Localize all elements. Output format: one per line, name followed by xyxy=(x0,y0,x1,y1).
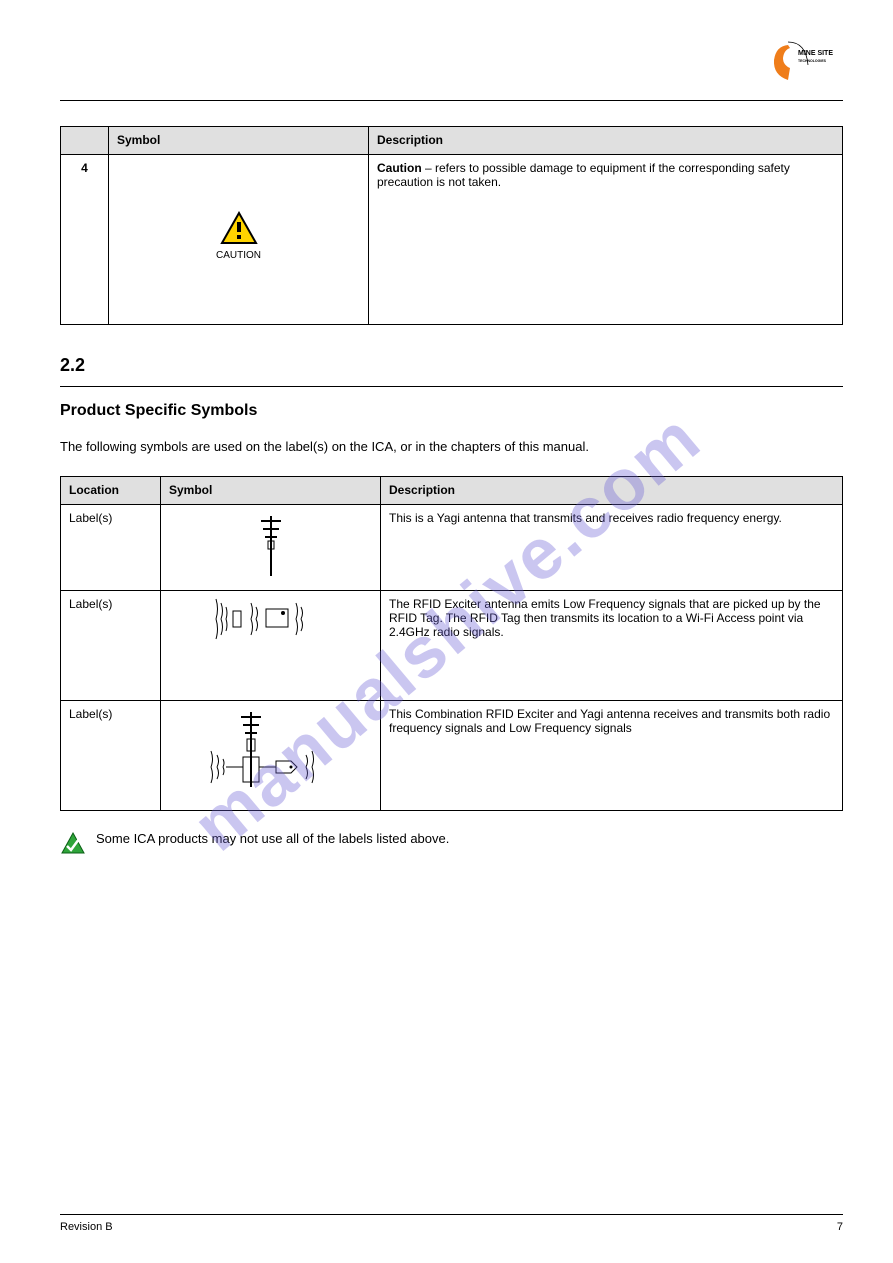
table-header-row: Symbol Description xyxy=(61,127,843,155)
header: MINE SITE TECHNOLOGIES xyxy=(60,40,843,100)
footer-right: 7 xyxy=(837,1221,843,1233)
location-cell: Label(s) xyxy=(61,505,161,591)
description-cell: This Combination RFID Exciter and Yagi a… xyxy=(381,701,843,811)
logo-text-top: MINE SITE xyxy=(798,50,833,57)
section-intro: The following symbols are used on the la… xyxy=(60,438,843,456)
product-symbol-table: Location Symbol Description Label(s) Thi… xyxy=(60,476,843,811)
description-cell: The RFID Exciter antenna emits Low Frequ… xyxy=(381,591,843,701)
yagi-antenna-icon xyxy=(251,511,291,581)
safety-symbol-table: Symbol Description 4 CAUTION Caution – r… xyxy=(60,126,843,325)
caution-icon: CAUTION xyxy=(216,211,261,261)
page: manualshive.com MINE SITE TECHNOLOGIES S… xyxy=(0,0,893,1263)
brand-logo: MINE SITE TECHNOLOGIES xyxy=(768,40,843,85)
footer-left: Revision B xyxy=(60,1221,113,1233)
tip-note: Some ICA products may not use all of the… xyxy=(60,831,843,858)
logo-text-bottom: TECHNOLOGIES xyxy=(798,59,827,63)
description-cell: Caution – refers to possible damage to e… xyxy=(369,155,843,325)
location-cell: Label(s) xyxy=(61,591,161,701)
table-row: Label(s) xyxy=(61,701,843,811)
row-number: 4 xyxy=(61,155,109,325)
description-cell: This is a Yagi antenna that transmits an… xyxy=(381,505,843,591)
table-row: 4 CAUTION Caution – refers to possible d… xyxy=(61,155,843,325)
table-row: Label(s) xyxy=(61,591,843,701)
rfid-exciter-icon xyxy=(211,597,331,642)
combo-antenna-icon xyxy=(191,707,351,797)
desc-lead: Caution xyxy=(377,161,422,175)
check-icon xyxy=(60,831,86,858)
location-cell: Label(s) xyxy=(61,701,161,811)
footer-rule xyxy=(60,1214,843,1215)
section-title: Product Specific Symbols xyxy=(60,402,843,420)
tip-text: Some ICA products may not use all of the… xyxy=(96,831,449,846)
col-header-description: Description xyxy=(369,127,843,155)
table-row: Label(s) This is a Yagi antenna that tra… xyxy=(61,505,843,591)
symbol-cell xyxy=(161,591,381,701)
desc-body: – refers to possible damage to equipment… xyxy=(377,161,790,189)
section-number: 2.2 xyxy=(60,355,843,376)
symbol-cell xyxy=(161,701,381,811)
caution-label: CAUTION xyxy=(216,250,261,261)
col-header-blank xyxy=(61,127,109,155)
col-header-symbol: Symbol xyxy=(161,477,381,505)
col-header-location: Location xyxy=(61,477,161,505)
section-rule xyxy=(60,386,843,387)
symbol-cell: CAUTION xyxy=(109,155,369,325)
symbol-cell xyxy=(161,505,381,591)
col-header-description: Description xyxy=(381,477,843,505)
footer: Revision B 7 xyxy=(60,1214,843,1233)
table-header-row: Location Symbol Description xyxy=(61,477,843,505)
col-header-symbol: Symbol xyxy=(109,127,369,155)
header-rule xyxy=(60,100,843,101)
